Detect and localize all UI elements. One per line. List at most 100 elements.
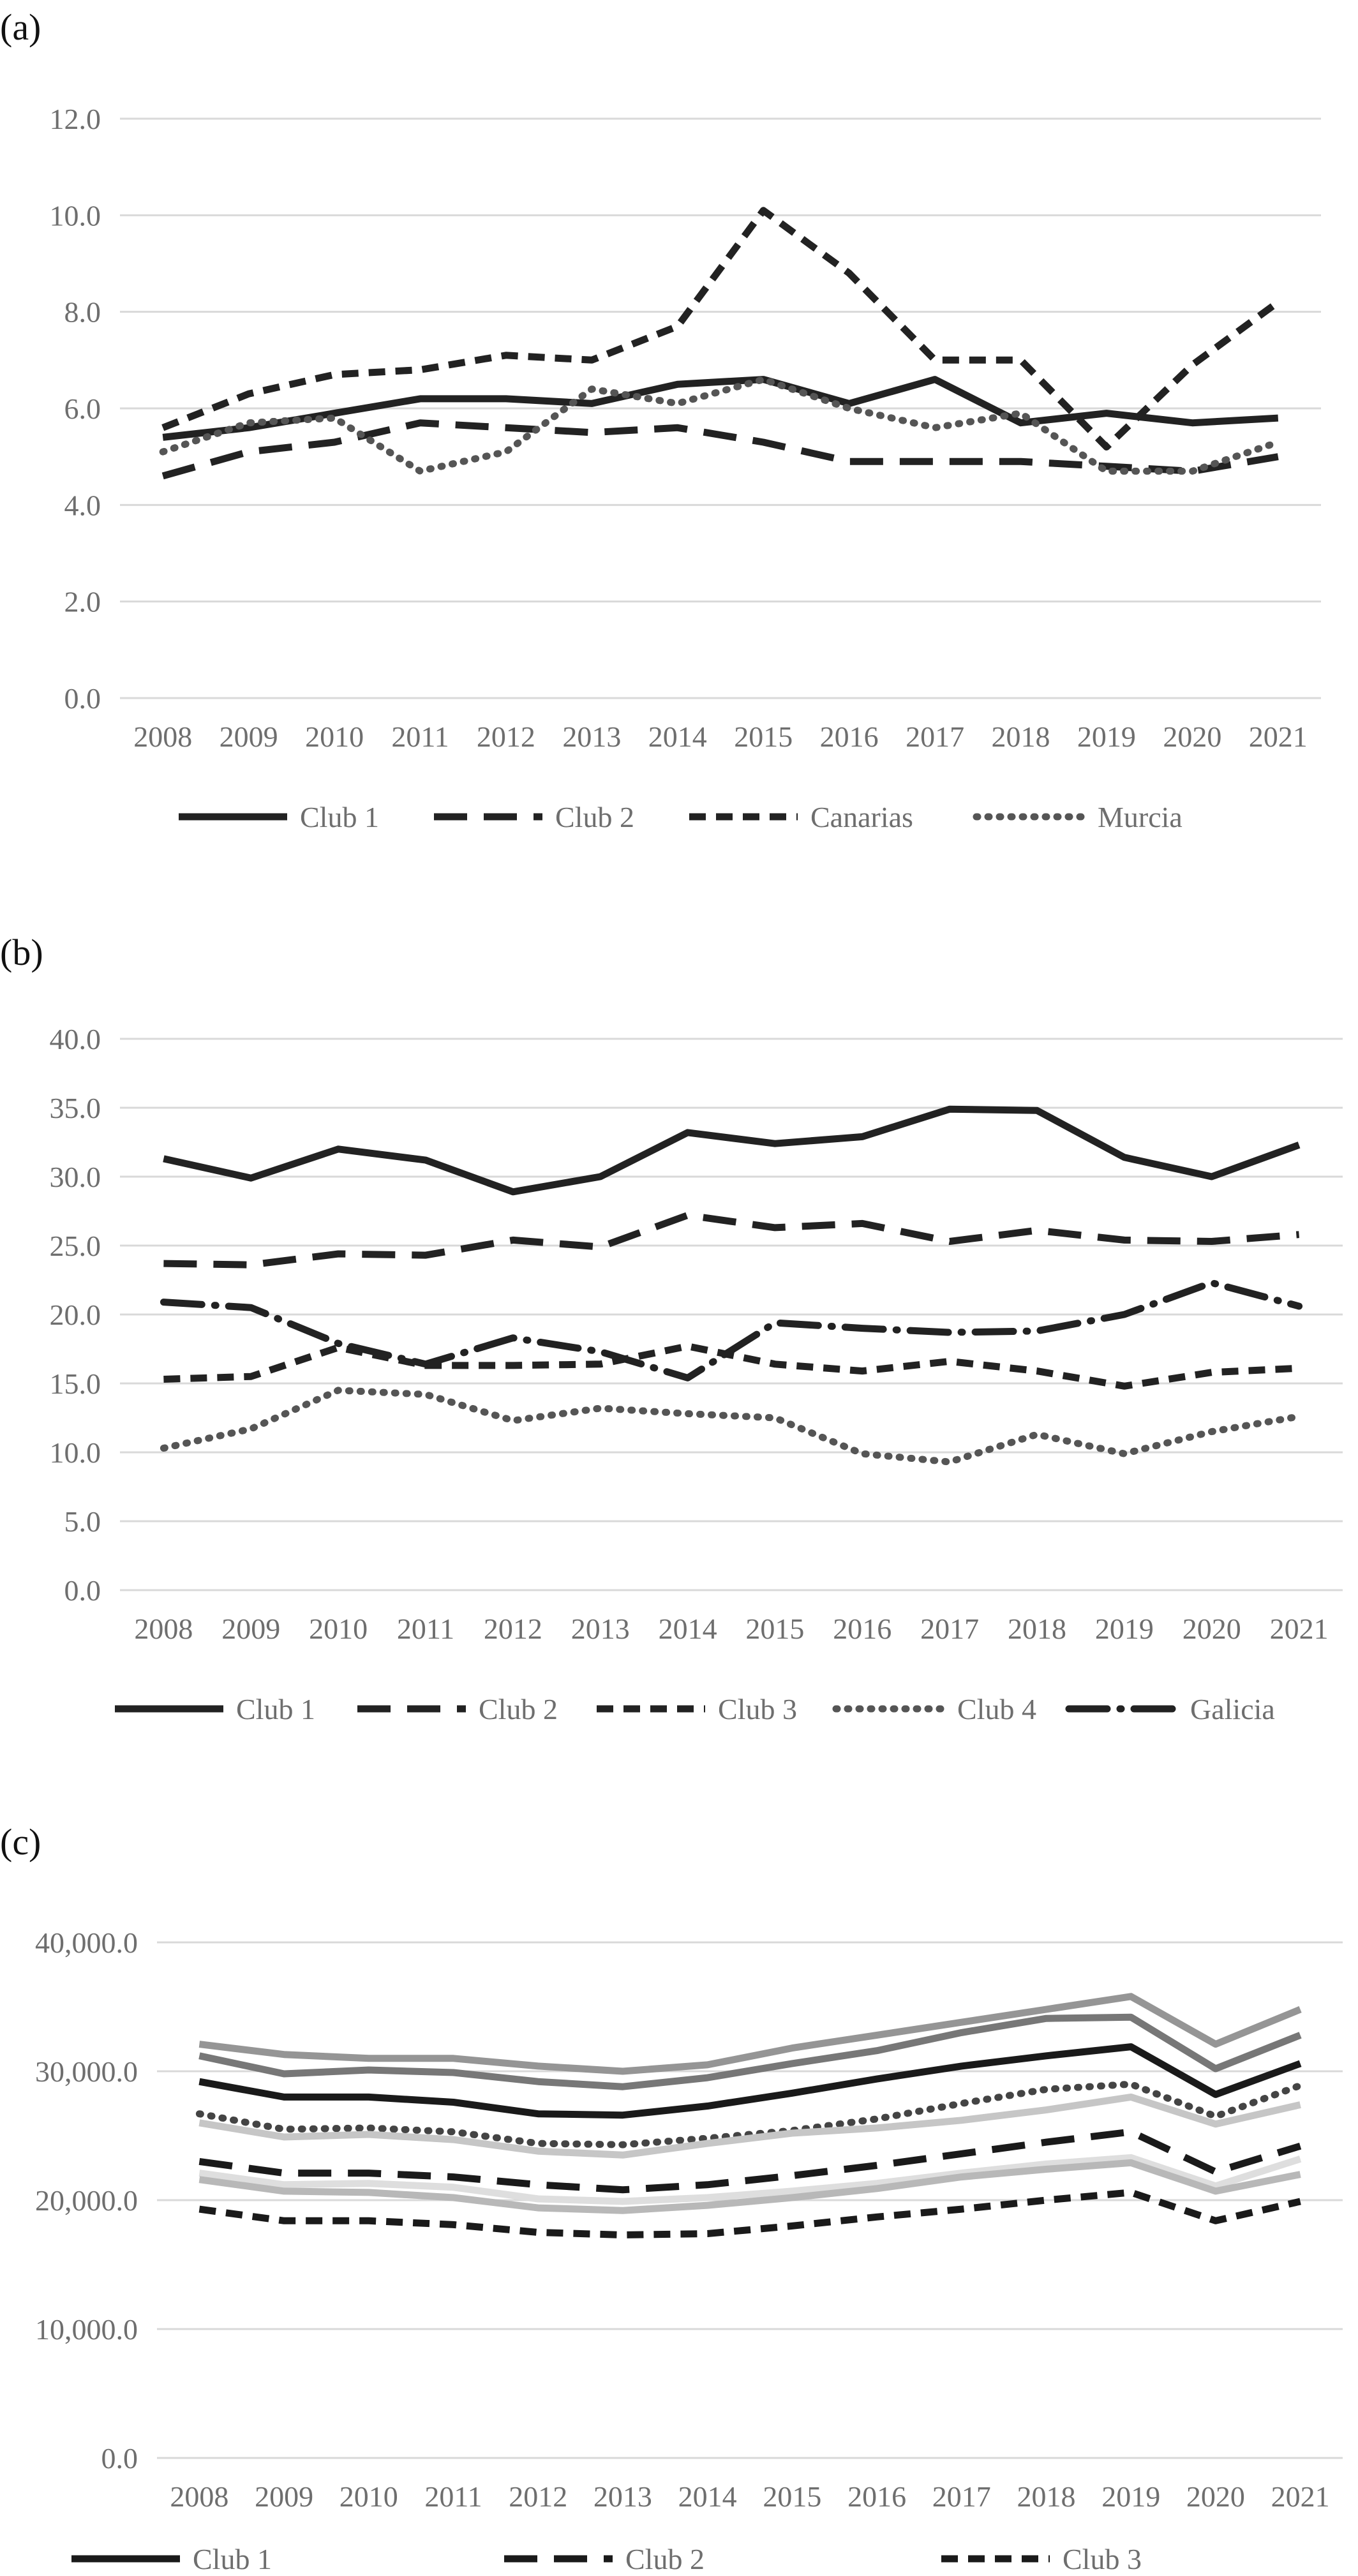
x-tick-label: 2017 (932, 2480, 991, 2513)
series-line-club-2 (198, 2128, 1302, 2194)
x-tick-label: 2018 (1008, 1612, 1066, 1645)
y-tick-label: 30,000.0 (35, 2055, 138, 2088)
x-tick-label: 2011 (424, 2480, 482, 2513)
x-tick-label: 2020 (1186, 2480, 1245, 2513)
x-tick-label: 2011 (391, 720, 449, 753)
x-tick-label: 2013 (593, 2480, 652, 2513)
series-line-pais-vasco (198, 2013, 1302, 2090)
x-tick-label: 2012 (477, 720, 535, 753)
legend-label-club-2: Club 2 (555, 801, 634, 833)
x-tick-label: 2020 (1163, 720, 1221, 753)
legend-label-club-1: Club 1 (236, 1693, 315, 1725)
y-tick-label: 2.0 (64, 586, 101, 618)
y-tick-label: 20.0 (50, 1299, 101, 1331)
y-tick-label: 4.0 (64, 489, 101, 521)
y-tick-label: 25.0 (50, 1230, 101, 1262)
x-tick-label: 2014 (659, 1612, 717, 1645)
series-line-club-3 (198, 2189, 1301, 2238)
x-tick-label: 2021 (1270, 1612, 1329, 1645)
x-tick-label: 2016 (847, 2480, 906, 2513)
series-line-comunidad-valenciana (198, 2159, 1301, 2214)
series-line-club-2 (163, 1212, 1300, 1269)
x-tick-label: 2012 (509, 2480, 567, 2513)
x-tick-label: 2012 (484, 1612, 542, 1645)
chart-panel-b: (b) 0.0 5.0 10.0 15.0 20.0 25.0 30.0 35.0 40.0 200… (0, 932, 1343, 1725)
legend-label-club-3: Club 3 (718, 1693, 797, 1725)
x-tick-label: 2016 (820, 720, 879, 753)
x-tick-label: 2014 (678, 2480, 737, 2513)
series-line-madrid (198, 1993, 1302, 2075)
series-line-canarias (161, 207, 1281, 450)
x-tick-label: 2009 (221, 1612, 280, 1645)
x-tick-label: 2020 (1183, 1612, 1241, 1645)
legend-label-canarias: Canarias (810, 801, 913, 833)
y-tick-label: 10,000.0 (35, 2313, 138, 2346)
y-tick-label: 0.0 (101, 2442, 138, 2475)
legend-label-club-2: Club 2 (625, 2543, 705, 2575)
y-tick-label: 10.0 (50, 199, 101, 232)
y-tick-label: 10.0 (50, 1436, 101, 1469)
legend-label-club-1: Club 1 (300, 801, 379, 833)
x-tick-label: 2011 (397, 1612, 454, 1645)
y-tick-label: 0.0 (64, 1574, 101, 1607)
series-line-aragon (195, 2080, 1304, 2148)
y-tick-label: 8.0 (64, 296, 101, 329)
series-line-club-1 (198, 2043, 1302, 2119)
y-tick-label: 12.0 (50, 103, 101, 135)
legend-label-club-4: Club 4 (957, 1693, 1036, 1725)
x-tick-label: 2017 (906, 720, 964, 753)
x-tick-label: 2019 (1095, 1612, 1154, 1645)
y-tick-label: 40,000.0 (35, 1926, 138, 1959)
legend-label-club-3: Club 3 (1063, 2543, 1142, 2575)
series-line-club-1 (163, 1105, 1301, 1196)
series-line-galicia (160, 1279, 1303, 1381)
series-line-club-4 (160, 1387, 1303, 1466)
y-tick-label: 6.0 (64, 392, 101, 425)
series-line-asturias (198, 2154, 1302, 2205)
series-line-la-rioja (198, 2093, 1301, 2159)
y-tick-label: 0.0 (64, 682, 101, 715)
legend-label-murcia: Murcia (1098, 801, 1183, 833)
chart-panel-c: (c) 0.0 10,000.0 20,000.0 30,000.0 40,000.0 20… (0, 1821, 1343, 2575)
y-tick-label: 35.0 (50, 1092, 101, 1124)
panel-label: (a) (0, 6, 41, 48)
x-tick-label: 2017 (920, 1612, 979, 1645)
x-tick-label: 2013 (571, 1612, 630, 1645)
x-tick-label: 2015 (745, 1612, 804, 1645)
panel-label: (b) (0, 932, 43, 973)
legend-label-club-1: Club 1 (193, 2543, 272, 2575)
y-tick-label: 20,000.0 (35, 2184, 138, 2217)
series-line-club-2 (161, 419, 1279, 480)
x-tick-label: 2018 (992, 720, 1050, 753)
x-tick-label: 2010 (305, 720, 364, 753)
x-tick-label: 2015 (763, 2480, 821, 2513)
x-tick-label: 2015 (734, 720, 793, 753)
x-tick-label: 2013 (562, 720, 621, 753)
x-tick-label: 2009 (220, 720, 278, 753)
x-tick-label: 2016 (833, 1612, 892, 1645)
x-tick-label: 2008 (134, 1612, 193, 1645)
x-tick-label: 2010 (309, 1612, 368, 1645)
chart-panel-a: (a) 0.0 2.0 4.0 6.0 8.0 10.0 12.0 2008 2009 2010 20… (0, 6, 1321, 833)
panel-label: (c) (0, 1821, 41, 1863)
x-tick-label: 2019 (1101, 2480, 1160, 2513)
x-tick-label: 2018 (1017, 2480, 1076, 2513)
legend-label-club-2: Club 2 (479, 1693, 558, 1725)
legend-label-galicia: Galicia (1190, 1693, 1275, 1725)
y-tick-label: 40.0 (50, 1023, 101, 1055)
x-tick-label: 2021 (1271, 2480, 1330, 2513)
y-tick-label: 5.0 (64, 1505, 101, 1538)
x-tick-label: 2009 (255, 2480, 313, 2513)
y-tick-label: 30.0 (50, 1161, 101, 1193)
x-tick-label: 2008 (170, 2480, 228, 2513)
y-tick-label: 15.0 (50, 1367, 101, 1400)
series-line-club-1 (162, 376, 1279, 441)
x-tick-label: 2010 (340, 2480, 398, 2513)
x-tick-label: 2008 (133, 720, 192, 753)
x-tick-label: 2014 (648, 720, 707, 753)
x-tick-label: 2021 (1249, 720, 1308, 753)
series-line-murcia (159, 376, 1282, 475)
x-tick-label: 2019 (1077, 720, 1136, 753)
series-line-club-3 (163, 1343, 1299, 1390)
